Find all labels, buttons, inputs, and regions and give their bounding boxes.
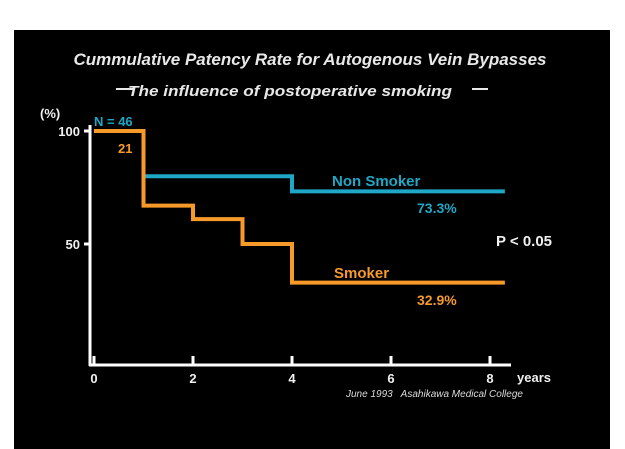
y-ticks: 100 50	[58, 124, 91, 252]
p-value-annotation: P < 0.05	[496, 233, 552, 250]
series-label-non-smoker: Non Smoker	[332, 173, 421, 190]
series-line-smoker	[94, 129, 505, 285]
n-label-non-smoker: N = 46	[94, 114, 133, 129]
series-line-non-smoker	[94, 129, 505, 194]
x-ticks: 0 2 4 6 8	[90, 356, 494, 386]
chart-title: Cummulative Patency Rate for Autogenous …	[74, 50, 547, 69]
chart-slide: Cummulative Patency Rate for Autogenous …	[14, 30, 610, 449]
y-axis-label: (%)	[40, 106, 60, 121]
x-tick-label: 2	[189, 371, 196, 386]
end-value-non-smoker: 73.3%	[417, 200, 457, 216]
end-value-smoker: 32.9%	[417, 292, 457, 308]
chart-subtitle: The influence of postoperative smoking	[128, 83, 452, 100]
series-group	[94, 129, 505, 285]
x-axis-label: years	[517, 370, 551, 385]
x-tick-label: 0	[90, 371, 97, 386]
x-tick-label: 8	[486, 371, 493, 386]
credit-text: June 1993 Asahikawa Medical College	[345, 389, 523, 400]
y-tick-label: 50	[66, 237, 80, 252]
patency-chart: Cummulative Patency Rate for Autogenous …	[40, 50, 552, 400]
series-label-smoker: Smoker	[334, 265, 389, 282]
y-tick-label: 100	[58, 124, 80, 139]
x-tick-label: 6	[387, 371, 394, 386]
x-tick-label: 4	[288, 371, 296, 386]
n-label-smoker: 21	[118, 141, 132, 156]
